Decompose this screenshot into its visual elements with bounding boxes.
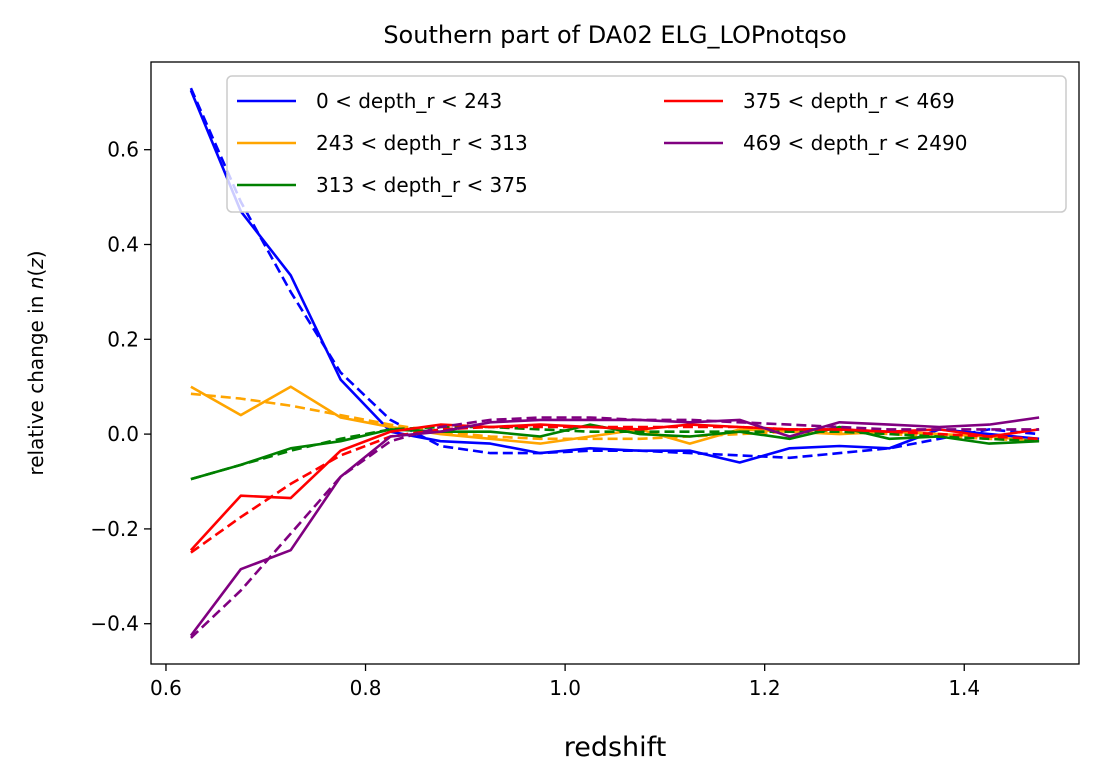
series-line-1 bbox=[189, 89, 1040, 464]
y-tick-label: 0.2 bbox=[107, 327, 139, 351]
y-tick-label: −0.2 bbox=[90, 517, 139, 541]
plot-frame bbox=[150, 61, 1080, 665]
y-axis-label: relative change in n(z) bbox=[24, 250, 48, 475]
chart-title: Southern part of DA02 ELG_LOPnotqso bbox=[383, 21, 846, 49]
legend-label-3: 313 < depth_r < 375 bbox=[316, 173, 528, 197]
x-tick-label: 0.8 bbox=[350, 676, 382, 700]
series-fit-line-3 bbox=[190, 425, 1040, 481]
legend-label-2: 243 < depth_r < 313 bbox=[316, 131, 528, 155]
x-tick-label: 0.6 bbox=[150, 676, 182, 700]
legend-label-4: 375 < depth_r < 469 bbox=[743, 89, 955, 113]
y-tick-label: 0.6 bbox=[107, 138, 139, 162]
series-line-5 bbox=[189, 416, 1040, 637]
series-fit-line-4 bbox=[190, 425, 1040, 554]
x-tick-label: 1.4 bbox=[948, 676, 980, 700]
y-tick-label: 0.0 bbox=[107, 422, 139, 446]
y-axis: −0.4 −0.2 0.0 0.2 0.4 0.6 bbox=[90, 138, 151, 636]
x-tick-label: 1.0 bbox=[549, 676, 581, 700]
series-line-4 bbox=[189, 423, 1040, 552]
x-axis-label: redshift bbox=[564, 732, 667, 763]
y-tick-label: 0.4 bbox=[107, 232, 139, 256]
legend: 0 < depth_r < 243 243 < depth_r < 313 313 … bbox=[226, 75, 1067, 213]
x-tick-label: 1.2 bbox=[749, 676, 781, 700]
legend-label-5: 469 < depth_r < 2490 bbox=[743, 131, 967, 155]
y-tick-label: −0.4 bbox=[90, 612, 139, 636]
series-lines bbox=[189, 87, 1040, 639]
legend-label-1: 0 < depth_r < 243 bbox=[316, 89, 502, 113]
x-axis: 0.6 0.8 1.0 1.2 1.4 bbox=[150, 664, 980, 700]
legend-box bbox=[226, 75, 1067, 213]
